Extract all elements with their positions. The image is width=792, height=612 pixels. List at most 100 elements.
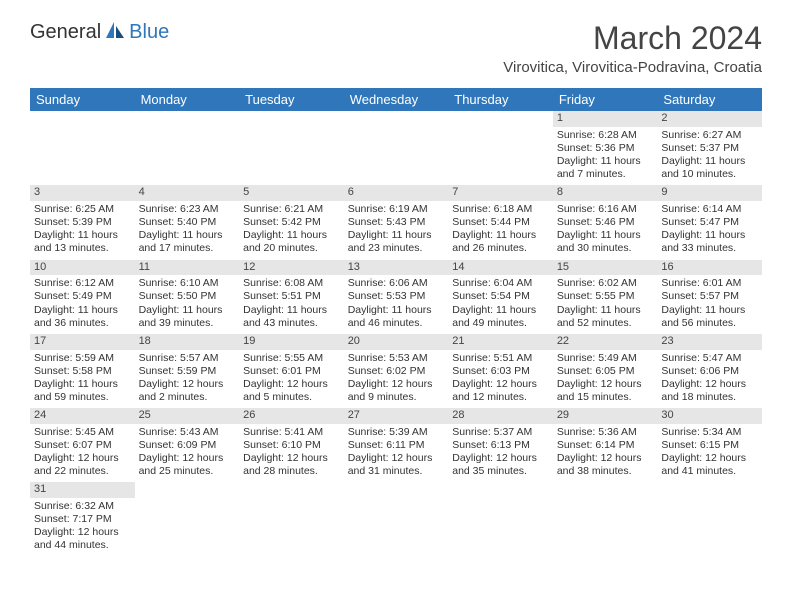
- day-number: 5: [239, 185, 344, 201]
- sunrise-line: Sunrise: 5:53 AM: [348, 352, 445, 365]
- calendar-cell: [344, 111, 449, 185]
- calendar-cell: 7Sunrise: 6:18 AMSunset: 5:44 PMDaylight…: [448, 185, 553, 259]
- weekday-header: Wednesday: [344, 88, 449, 111]
- day-content: Sunrise: 6:04 AMSunset: 5:54 PMDaylight:…: [448, 275, 553, 334]
- sunrise-line: Sunrise: 6:01 AM: [661, 277, 758, 290]
- day-number: 9: [657, 185, 762, 201]
- sunset-line: Sunset: 6:15 PM: [661, 439, 758, 452]
- day-number: 30: [657, 408, 762, 424]
- sunset-line: Sunset: 6:01 PM: [243, 365, 340, 378]
- day-content: Sunrise: 5:51 AMSunset: 6:03 PMDaylight:…: [448, 350, 553, 409]
- sail-icon: [104, 20, 126, 45]
- calendar-cell: [135, 111, 240, 185]
- day-content: Sunrise: 5:39 AMSunset: 6:11 PMDaylight:…: [344, 424, 449, 483]
- daylight-line: Daylight: 11 hours and 13 minutes.: [34, 229, 131, 255]
- sunset-line: Sunset: 5:59 PM: [139, 365, 236, 378]
- sunset-line: Sunset: 6:14 PM: [557, 439, 654, 452]
- location: Virovitica, Virovitica-Podravina, Croati…: [503, 59, 762, 76]
- day-number: 25: [135, 408, 240, 424]
- calendar-cell: 6Sunrise: 6:19 AMSunset: 5:43 PMDaylight…: [344, 185, 449, 259]
- sunrise-line: Sunrise: 6:04 AM: [452, 277, 549, 290]
- day-number: 7: [448, 185, 553, 201]
- sunset-line: Sunset: 5:49 PM: [34, 290, 131, 303]
- sunrise-line: Sunrise: 6:12 AM: [34, 277, 131, 290]
- sunset-line: Sunset: 5:39 PM: [34, 216, 131, 229]
- day-number: 20: [344, 334, 449, 350]
- calendar-cell: 20Sunrise: 5:53 AMSunset: 6:02 PMDayligh…: [344, 334, 449, 408]
- logo-text-general: General: [30, 21, 101, 44]
- day-content: Sunrise: 6:18 AMSunset: 5:44 PMDaylight:…: [448, 201, 553, 260]
- sunrise-line: Sunrise: 5:45 AM: [34, 426, 131, 439]
- sunrise-line: Sunrise: 5:41 AM: [243, 426, 340, 439]
- calendar-cell: 1Sunrise: 6:28 AMSunset: 5:36 PMDaylight…: [553, 111, 658, 185]
- calendar-cell: 26Sunrise: 5:41 AMSunset: 6:10 PMDayligh…: [239, 408, 344, 482]
- calendar-cell: 30Sunrise: 5:34 AMSunset: 6:15 PMDayligh…: [657, 408, 762, 482]
- day-content: Sunrise: 6:08 AMSunset: 5:51 PMDaylight:…: [239, 275, 344, 334]
- day-content: Sunrise: 6:10 AMSunset: 5:50 PMDaylight:…: [135, 275, 240, 334]
- weekday-header-row: SundayMondayTuesdayWednesdayThursdayFrid…: [30, 88, 762, 111]
- calendar-cell: 4Sunrise: 6:23 AMSunset: 5:40 PMDaylight…: [135, 185, 240, 259]
- sunrise-line: Sunrise: 6:32 AM: [34, 500, 131, 513]
- sunset-line: Sunset: 5:37 PM: [661, 142, 758, 155]
- calendar-cell: 11Sunrise: 6:10 AMSunset: 5:50 PMDayligh…: [135, 260, 240, 334]
- calendar-cell: 16Sunrise: 6:01 AMSunset: 5:57 PMDayligh…: [657, 260, 762, 334]
- calendar-cell: 15Sunrise: 6:02 AMSunset: 5:55 PMDayligh…: [553, 260, 658, 334]
- sunset-line: Sunset: 6:09 PM: [139, 439, 236, 452]
- day-content: Sunrise: 5:43 AMSunset: 6:09 PMDaylight:…: [135, 424, 240, 483]
- sunrise-line: Sunrise: 6:02 AM: [557, 277, 654, 290]
- sunrise-line: Sunrise: 6:21 AM: [243, 203, 340, 216]
- sunrise-line: Sunrise: 5:59 AM: [34, 352, 131, 365]
- sunrise-line: Sunrise: 5:36 AM: [557, 426, 654, 439]
- day-number: 3: [30, 185, 135, 201]
- calendar-cell: 19Sunrise: 5:55 AMSunset: 6:01 PMDayligh…: [239, 334, 344, 408]
- weekday-header: Thursday: [448, 88, 553, 111]
- day-number: 21: [448, 334, 553, 350]
- calendar-cell: 13Sunrise: 6:06 AMSunset: 5:53 PMDayligh…: [344, 260, 449, 334]
- title-block: March 2024 Virovitica, Virovitica-Podrav…: [503, 20, 762, 76]
- weekday-header: Tuesday: [239, 88, 344, 111]
- calendar-cell: 28Sunrise: 5:37 AMSunset: 6:13 PMDayligh…: [448, 408, 553, 482]
- day-number: 18: [135, 334, 240, 350]
- daylight-line: Daylight: 12 hours and 38 minutes.: [557, 452, 654, 478]
- daylight-line: Daylight: 11 hours and 26 minutes.: [452, 229, 549, 255]
- sunrise-line: Sunrise: 6:23 AM: [139, 203, 236, 216]
- day-content: Sunrise: 5:47 AMSunset: 6:06 PMDaylight:…: [657, 350, 762, 409]
- day-number: 2: [657, 111, 762, 127]
- sunrise-line: Sunrise: 6:19 AM: [348, 203, 445, 216]
- sunset-line: Sunset: 5:58 PM: [34, 365, 131, 378]
- calendar-cell: 18Sunrise: 5:57 AMSunset: 5:59 PMDayligh…: [135, 334, 240, 408]
- calendar-cell: 21Sunrise: 5:51 AMSunset: 6:03 PMDayligh…: [448, 334, 553, 408]
- day-content: Sunrise: 5:36 AMSunset: 6:14 PMDaylight:…: [553, 424, 658, 483]
- sunrise-line: Sunrise: 6:06 AM: [348, 277, 445, 290]
- calendar-cell: [344, 482, 449, 556]
- daylight-line: Daylight: 11 hours and 20 minutes.: [243, 229, 340, 255]
- sunrise-line: Sunrise: 6:08 AM: [243, 277, 340, 290]
- daylight-line: Daylight: 11 hours and 46 minutes.: [348, 304, 445, 330]
- logo-text-blue: Blue: [129, 21, 169, 44]
- sunrise-line: Sunrise: 5:51 AM: [452, 352, 549, 365]
- calendar-cell: [135, 482, 240, 556]
- day-number: 14: [448, 260, 553, 276]
- sunset-line: Sunset: 5:42 PM: [243, 216, 340, 229]
- sunset-line: Sunset: 5:55 PM: [557, 290, 654, 303]
- day-number: 28: [448, 408, 553, 424]
- day-number: 12: [239, 260, 344, 276]
- day-number: 17: [30, 334, 135, 350]
- daylight-line: Daylight: 12 hours and 9 minutes.: [348, 378, 445, 404]
- daylight-line: Daylight: 12 hours and 44 minutes.: [34, 526, 131, 552]
- calendar-cell: [239, 111, 344, 185]
- day-content: Sunrise: 6:02 AMSunset: 5:55 PMDaylight:…: [553, 275, 658, 334]
- daylight-line: Daylight: 11 hours and 23 minutes.: [348, 229, 445, 255]
- calendar-cell: 17Sunrise: 5:59 AMSunset: 5:58 PMDayligh…: [30, 334, 135, 408]
- calendar-cell: 8Sunrise: 6:16 AMSunset: 5:46 PMDaylight…: [553, 185, 658, 259]
- sunset-line: Sunset: 6:07 PM: [34, 439, 131, 452]
- calendar-cell: [30, 111, 135, 185]
- day-content: Sunrise: 5:57 AMSunset: 5:59 PMDaylight:…: [135, 350, 240, 409]
- sunset-line: Sunset: 5:54 PM: [452, 290, 549, 303]
- daylight-line: Daylight: 12 hours and 2 minutes.: [139, 378, 236, 404]
- day-number: 19: [239, 334, 344, 350]
- calendar-cell: 14Sunrise: 6:04 AMSunset: 5:54 PMDayligh…: [448, 260, 553, 334]
- sunset-line: Sunset: 5:47 PM: [661, 216, 758, 229]
- daylight-line: Daylight: 11 hours and 7 minutes.: [557, 155, 654, 181]
- calendar-row: 10Sunrise: 6:12 AMSunset: 5:49 PMDayligh…: [30, 260, 762, 334]
